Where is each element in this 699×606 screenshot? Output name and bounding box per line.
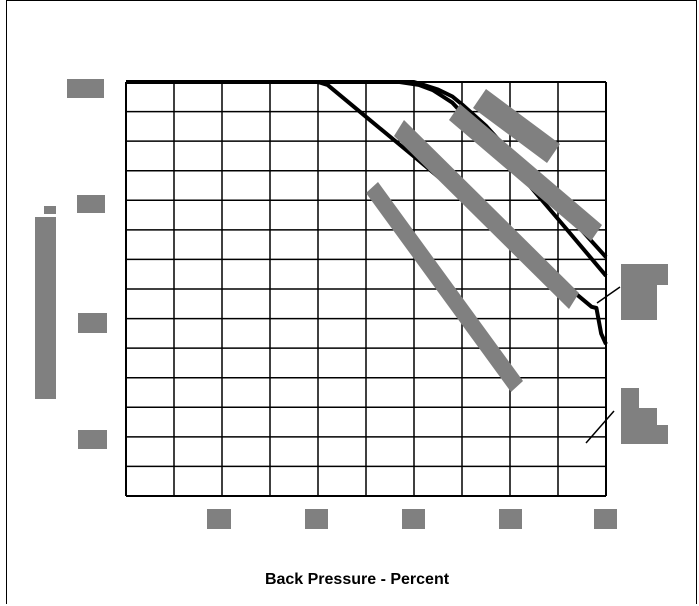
redaction-group xyxy=(35,79,668,529)
curve-label-redaction-middle xyxy=(394,120,579,309)
callout-lower-redaction-a xyxy=(621,388,639,410)
callout-leader-upper xyxy=(596,286,621,304)
x-axis-title: Back Pressure - Percent xyxy=(265,571,450,588)
x-tick-label-redaction-2 xyxy=(305,509,328,529)
y-tick-label-redaction-4 xyxy=(78,430,107,449)
y-axis-title-redaction xyxy=(35,217,56,399)
curve-label-redaction-top xyxy=(473,89,560,163)
x-tick-label-redaction-4 xyxy=(499,509,522,529)
callout-lower-redaction-b xyxy=(621,408,657,426)
x-tick-label-redaction-5 xyxy=(594,509,617,529)
curve-label-redaction-lower xyxy=(366,182,523,392)
y-axis-title-redaction-small xyxy=(44,206,56,214)
y-tick-label-redaction-3 xyxy=(78,313,107,333)
chart-frame xyxy=(6,0,697,604)
callout-lower-redaction-c xyxy=(621,425,668,444)
y-tick-label-redaction-1 xyxy=(67,79,104,98)
callout-upper-redaction-a xyxy=(621,264,668,285)
y-tick-label-redaction-2 xyxy=(77,195,105,213)
x-tick-label-redaction-1 xyxy=(207,509,231,529)
x-tick-label-redaction-3 xyxy=(402,509,425,529)
curve-label-redaction-upper xyxy=(449,104,602,241)
callout-leader-lower xyxy=(585,410,615,444)
callout-upper-redaction-b xyxy=(621,285,657,320)
